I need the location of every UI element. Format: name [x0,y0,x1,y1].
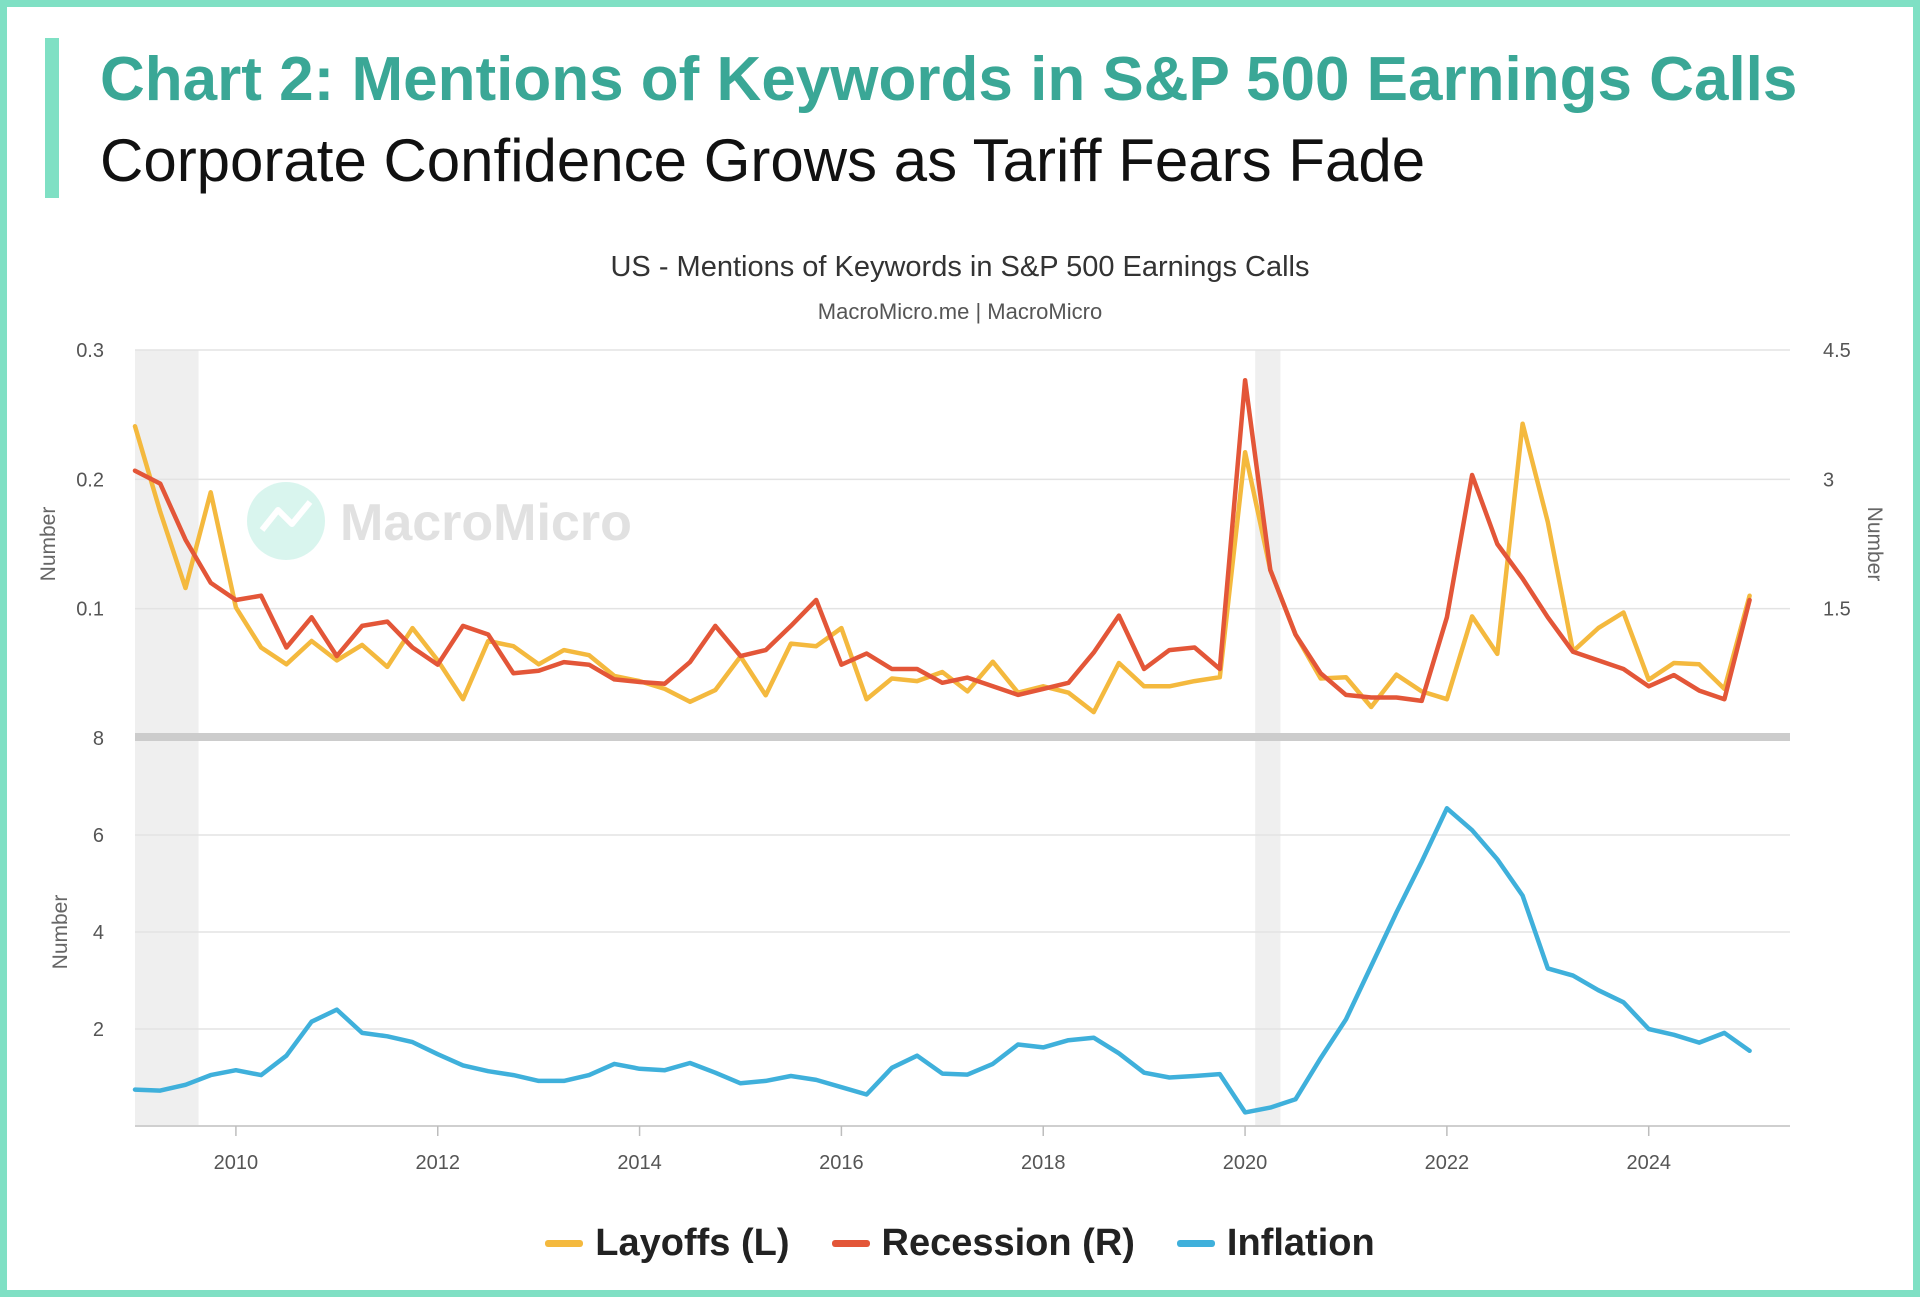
top-left-tick-label: 0.2 [76,469,104,491]
top-left-axis-title: Number [37,507,60,582]
legend-swatch-inflation [1176,1240,1215,1247]
chart-legend: Layoffs (L) Recession (R) Inflation [0,1222,1920,1265]
legend-item-inflation[interactable]: Inflation [1176,1222,1375,1265]
top-right-tick-label: 4.5 [1823,340,1851,362]
x-tick-label: 2012 [415,1152,460,1174]
top-left-tick-label: 0.1 [76,599,104,621]
top-left-tick-label: 0.3 [76,340,104,362]
chart-source: MacroMicro.me | MacroMicro [818,299,1102,324]
legend-label-inflation: Inflation [1226,1222,1375,1264]
x-tick-label: 2014 [617,1152,662,1174]
bottom-left-tick-label: 2 [93,1019,104,1041]
top-right-axis-title: Number [1863,507,1886,582]
page-title: Chart 2: Mentions of Keywords in S&P 500… [100,45,1798,114]
watermark-logo-mark [259,500,313,532]
legend-item-recession[interactable]: Recession (R) [831,1222,1135,1265]
x-tick-label: 2022 [1425,1152,1470,1174]
x-tick-label: 2010 [214,1152,259,1174]
bottom-left-tick-label: 4 [93,922,104,944]
x-tick-label: 2024 [1626,1152,1671,1174]
legend-label-recession: Recession (R) [881,1222,1135,1264]
top-right-tick-label: 3 [1823,469,1834,491]
bottom-left-tick-label: 8 [93,728,104,750]
inflation-line [132,806,1752,1115]
x-tick-label: 2018 [1021,1152,1066,1174]
layoffs-line [132,421,1752,715]
x-tick-label: 2020 [1223,1152,1268,1174]
page-subtitle: Corporate Confidence Grows as Tariff Fea… [100,127,1426,194]
bottom-left-tick-label: 6 [93,825,104,847]
panel-divider [135,733,1790,741]
legend-swatch-layoffs [545,1240,584,1247]
chart-title: US - Mentions of Keywords in S&P 500 Ear… [610,251,1309,283]
legend-swatch-recession [831,1240,870,1247]
recession-line [132,377,1752,704]
legend-label-layoffs: Layoffs (L) [595,1222,790,1264]
top-right-tick-label: 1.5 [1823,599,1851,621]
legend-item-layoffs[interactable]: Layoffs (L) [545,1222,790,1265]
x-tick-label: 2016 [819,1152,864,1174]
accent-bar [45,38,59,198]
bottom-left-axis-title: Number [49,895,72,970]
watermark-text: MacroMicro [340,494,632,552]
